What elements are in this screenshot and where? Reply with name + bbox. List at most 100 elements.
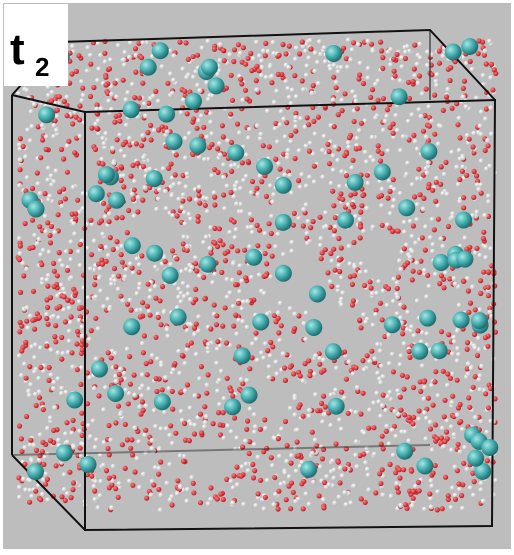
water-atom xyxy=(318,464,323,469)
water-atom xyxy=(292,412,297,417)
water-atom xyxy=(339,275,344,280)
water-atom xyxy=(295,439,300,444)
water-atom xyxy=(18,136,23,141)
water-atom xyxy=(346,38,351,43)
water-atom xyxy=(407,415,412,420)
water-atom xyxy=(67,339,72,344)
water-atom xyxy=(413,139,418,144)
water-atom xyxy=(370,135,375,140)
water-atom xyxy=(238,186,243,191)
water-atom xyxy=(415,146,420,151)
water-atom xyxy=(168,71,173,76)
water-atom xyxy=(261,48,266,53)
water-atom xyxy=(285,155,290,160)
water-atom xyxy=(36,181,41,186)
water-atom xyxy=(395,485,400,490)
water-atom xyxy=(24,266,29,271)
water-atom xyxy=(353,410,358,415)
water-atom xyxy=(156,487,161,492)
water-atom xyxy=(405,374,410,379)
water-atom xyxy=(109,355,114,360)
water-atom xyxy=(23,154,28,159)
water-atom xyxy=(441,285,446,290)
water-atom xyxy=(132,425,137,430)
water-atom xyxy=(188,269,193,274)
water-atom xyxy=(167,433,172,438)
water-atom xyxy=(46,378,51,383)
water-atom xyxy=(417,408,422,413)
water-atom xyxy=(236,42,241,47)
water-atom xyxy=(151,482,156,487)
water-atom xyxy=(301,378,306,383)
water-atom xyxy=(117,119,122,124)
water-atom xyxy=(167,462,172,467)
water-atom xyxy=(86,295,91,300)
water-atom xyxy=(371,425,376,430)
water-atom xyxy=(87,337,92,342)
water-atom xyxy=(332,467,337,472)
water-atom xyxy=(380,467,385,472)
water-atom xyxy=(38,252,43,257)
water-atom xyxy=(355,106,360,111)
water-atom xyxy=(241,45,246,50)
ion xyxy=(325,45,342,62)
water-atom xyxy=(267,364,272,369)
water-atom xyxy=(63,390,68,395)
water-atom xyxy=(328,423,333,428)
water-atom xyxy=(264,194,269,199)
water-atom xyxy=(461,461,466,466)
water-atom xyxy=(78,134,83,139)
water-atom xyxy=(158,493,163,498)
water-atom xyxy=(178,453,183,458)
water-atom xyxy=(405,161,410,166)
water-atom xyxy=(32,327,37,332)
water-atom xyxy=(439,329,444,334)
water-atom xyxy=(324,224,329,229)
water-atom xyxy=(292,211,297,216)
water-atom xyxy=(94,437,99,442)
water-atom xyxy=(353,453,358,458)
water-atom xyxy=(329,392,334,397)
water-atom xyxy=(74,69,79,74)
water-atom xyxy=(375,98,380,103)
water-atom xyxy=(29,458,34,463)
water-atom xyxy=(319,401,324,406)
water-atom xyxy=(23,221,28,226)
water-atom xyxy=(467,137,472,142)
water-atom xyxy=(113,420,118,425)
water-atom xyxy=(420,363,425,368)
water-atom xyxy=(176,197,181,202)
water-atom xyxy=(417,488,422,493)
water-atom xyxy=(453,464,458,469)
water-atom xyxy=(103,82,108,87)
water-atom xyxy=(342,466,347,471)
water-atom xyxy=(342,490,347,495)
water-atom xyxy=(65,440,70,445)
water-atom xyxy=(111,247,116,252)
water-atom xyxy=(158,507,163,512)
water-atom xyxy=(91,418,96,423)
ion xyxy=(224,398,241,415)
water-atom xyxy=(53,339,58,344)
water-atom xyxy=(455,346,460,351)
water-atom xyxy=(394,52,399,57)
water-atom xyxy=(390,428,395,433)
water-atom xyxy=(437,281,442,286)
water-atom xyxy=(321,358,326,363)
water-atom xyxy=(426,104,431,109)
water-atom xyxy=(223,251,228,256)
water-atom xyxy=(245,325,250,330)
water-atom xyxy=(441,369,446,374)
water-atom xyxy=(378,380,383,385)
water-atom xyxy=(208,251,213,256)
water-atom xyxy=(165,327,170,332)
water-atom xyxy=(394,434,399,439)
water-atom xyxy=(478,132,483,137)
water-atom xyxy=(229,244,234,249)
water-atom xyxy=(182,221,187,226)
water-atom xyxy=(78,242,83,247)
water-atom xyxy=(448,376,453,381)
ion xyxy=(56,444,73,461)
water-atom xyxy=(455,358,460,363)
water-atom xyxy=(352,119,357,124)
